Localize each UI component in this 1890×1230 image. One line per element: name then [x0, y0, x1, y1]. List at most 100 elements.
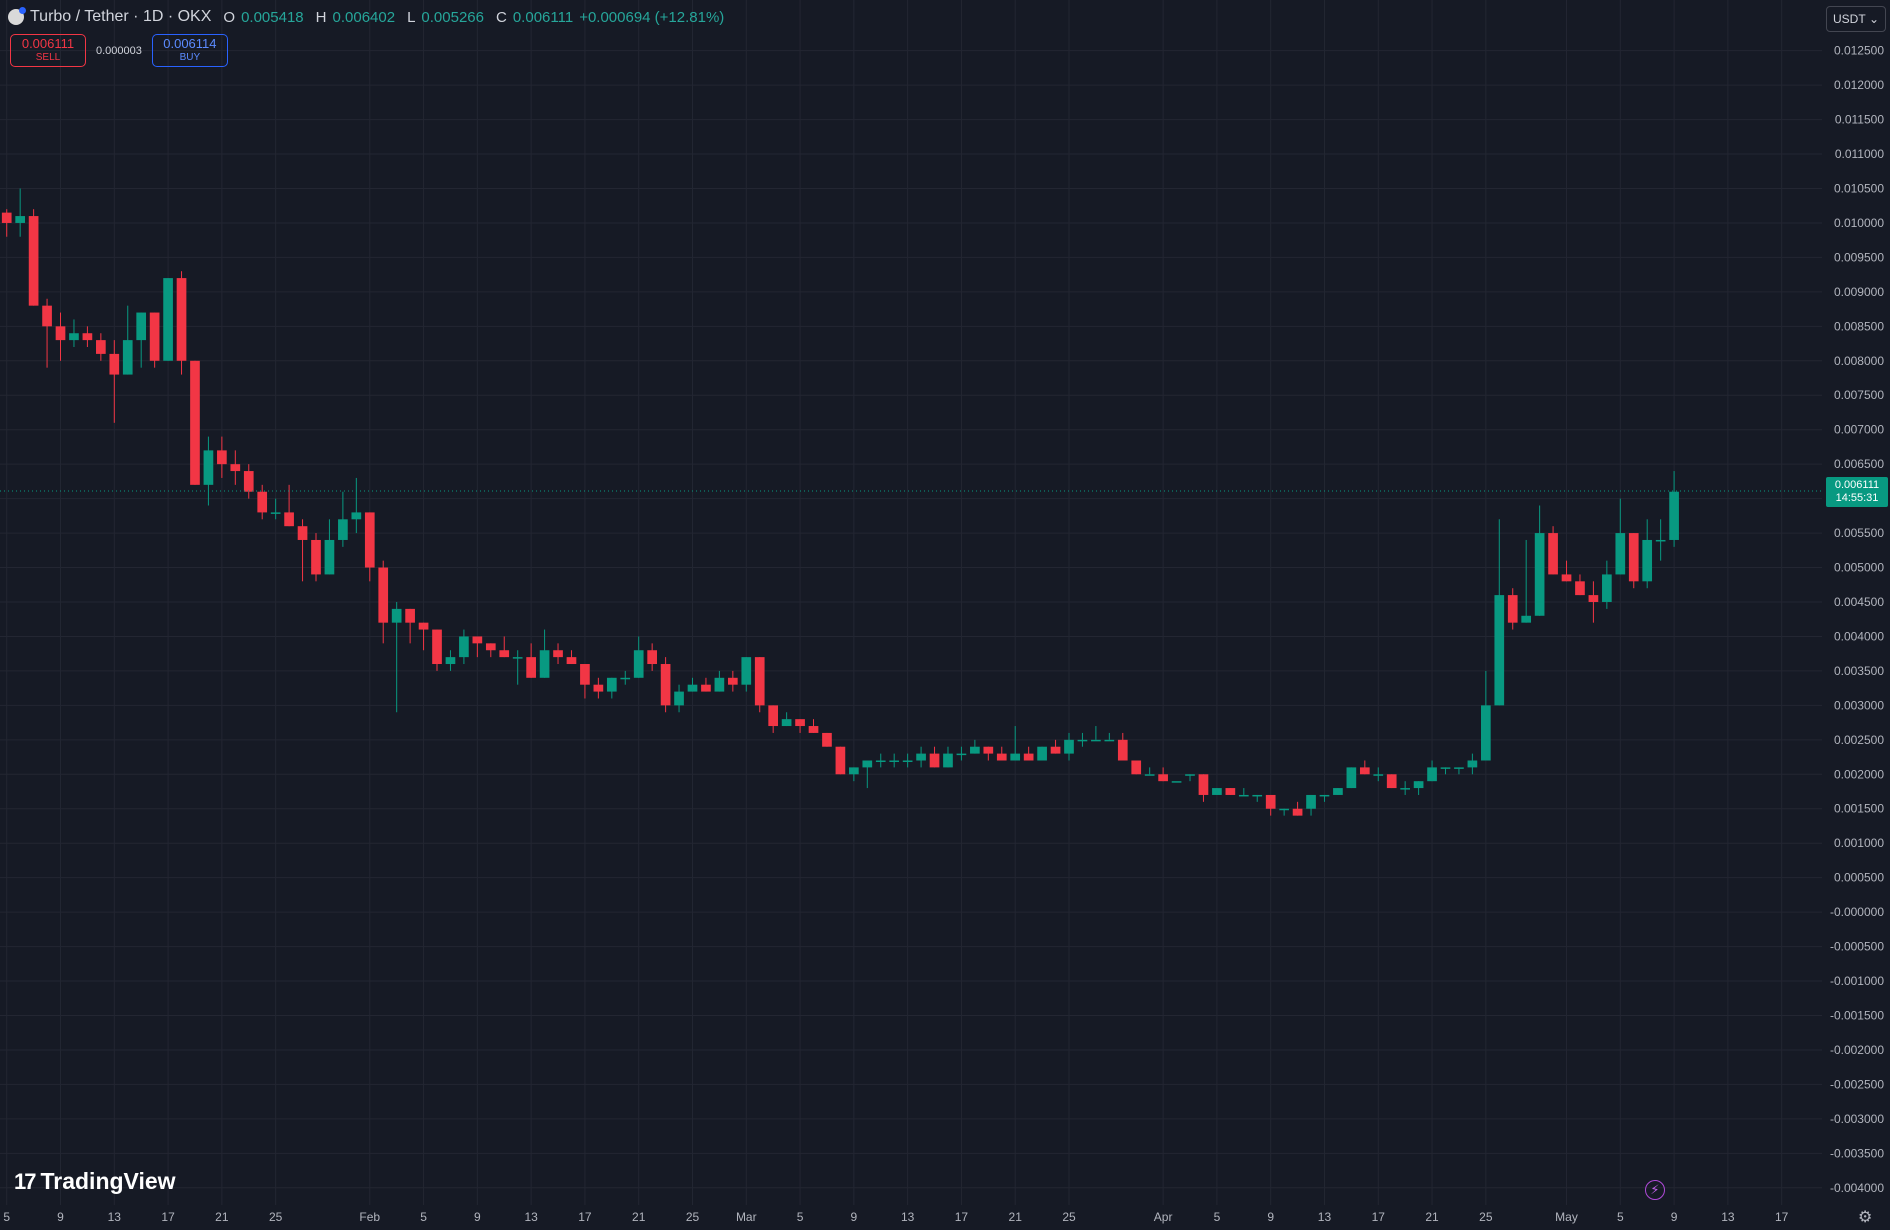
candle-body [230, 464, 241, 472]
candle-body [593, 684, 604, 692]
x-tick-label: 13 [524, 1210, 538, 1224]
candle [1359, 760, 1370, 775]
candle [606, 677, 617, 699]
high-label: H [315, 8, 327, 26]
candle-body [324, 539, 335, 575]
y-tick-label: 0.003000 [1834, 698, 1884, 712]
lightning-icon[interactable]: ⚡ [1645, 1180, 1665, 1200]
sell-button[interactable]: 0.006111 SELL [10, 34, 86, 67]
brand-name: TradingView [40, 1168, 176, 1194]
candle [163, 278, 173, 361]
candle-body [862, 760, 873, 768]
chart-grid [0, 0, 1822, 1205]
candle [1225, 788, 1236, 795]
candle-body [566, 657, 577, 665]
candle-body [499, 650, 510, 658]
buy-button[interactable]: 0.006114 BUY [151, 34, 228, 67]
y-tick-label: 0.002000 [1834, 767, 1884, 781]
candle-body [1023, 753, 1034, 761]
sell-label: SELL [35, 51, 61, 63]
y-tick-label: 0.011500 [1835, 113, 1884, 127]
currency-selector[interactable]: USDT ⌄ [1826, 6, 1886, 32]
y-tick-label: 0.006500 [1834, 457, 1884, 471]
buy-label: BUY [179, 51, 201, 63]
candle-body [1400, 788, 1410, 790]
last-price-tag: 0.006111 14:55:31 [1826, 476, 1888, 507]
candle-body [311, 539, 321, 575]
candle [122, 305, 133, 375]
high-value: 0.006402 [332, 8, 396, 26]
candle-body [1454, 767, 1464, 769]
x-tick-label: 21 [632, 1210, 646, 1224]
candle-body [1588, 595, 1599, 602]
candle [351, 477, 362, 534]
candle-body [1117, 739, 1128, 761]
candle [808, 719, 819, 733]
candle-body [1198, 774, 1209, 795]
candle [1427, 760, 1437, 782]
tradingview-logo[interactable]: 17 TradingView [14, 1168, 176, 1195]
candle-body [1427, 767, 1437, 782]
candle-body [1, 212, 12, 223]
candle [902, 753, 913, 768]
y-tick-label: 0.009500 [1834, 250, 1884, 264]
change-value: +0.000694 (+12.81%) [579, 8, 725, 26]
candle [687, 677, 698, 692]
x-tick-label: 5 [797, 1210, 804, 1224]
candle [512, 650, 523, 685]
symbol-title[interactable]: Turbo / Tether · 1D · OKX [30, 8, 212, 25]
candle [849, 767, 859, 782]
y-tick-label: 0.011000 [1835, 147, 1884, 161]
open-value: 0.005418 [241, 8, 304, 26]
candle-body [1440, 767, 1451, 769]
candle [485, 643, 496, 658]
candle-body [875, 760, 886, 762]
candle-body [660, 664, 671, 706]
candle-body [539, 650, 550, 678]
y-tick-label: -0.001500 [1830, 1008, 1884, 1022]
candle [633, 636, 644, 678]
gear-icon[interactable]: ⚙ [1858, 1209, 1873, 1226]
candle [432, 629, 442, 671]
candle [1373, 767, 1384, 782]
candle-body [889, 760, 900, 762]
candle-body [257, 491, 268, 513]
candle [754, 657, 765, 713]
candle [1010, 726, 1021, 761]
candle [795, 719, 805, 733]
open-label: O [223, 8, 236, 26]
candle [15, 188, 26, 237]
candle-body [741, 657, 752, 685]
candle [1319, 794, 1330, 802]
candle-body [1171, 781, 1182, 783]
y-tick-label: 0.007000 [1834, 423, 1884, 437]
candle [1507, 588, 1518, 630]
candle-body [270, 512, 281, 514]
candle-body [122, 340, 133, 375]
candle [230, 450, 241, 485]
candle-body [418, 622, 429, 630]
candle [1104, 732, 1115, 742]
candle-body [55, 326, 66, 341]
candle-body [1238, 794, 1249, 797]
candle [983, 746, 994, 761]
time-axis[interactable]: 5 9 13 17 21 25 Feb 5 9 13 17 21 25 Mar 5 9 13 17 21 25 Apr 5… [3, 1210, 1788, 1224]
price-axis[interactable]: 0.012500 0.012000 0.011500 0.011000 0.010500… [1830, 44, 1884, 1195]
currency-label: USDT [1833, 12, 1866, 26]
candle [136, 312, 147, 368]
candle [1386, 774, 1397, 789]
candle-body [1521, 615, 1532, 623]
candle [499, 636, 510, 658]
candle-body [1575, 581, 1585, 596]
candle-body [902, 760, 913, 762]
candle-body [96, 340, 106, 354]
y-tick-label: -0.004000 [1830, 1181, 1884, 1195]
candle-body [190, 360, 200, 485]
candle [593, 677, 604, 699]
x-tick-label: 5 [420, 1210, 427, 1224]
candle-body [1480, 705, 1491, 761]
candle-body [1386, 774, 1397, 789]
x-tick-label: 9 [1671, 1210, 1678, 1224]
candle-body [405, 608, 415, 623]
